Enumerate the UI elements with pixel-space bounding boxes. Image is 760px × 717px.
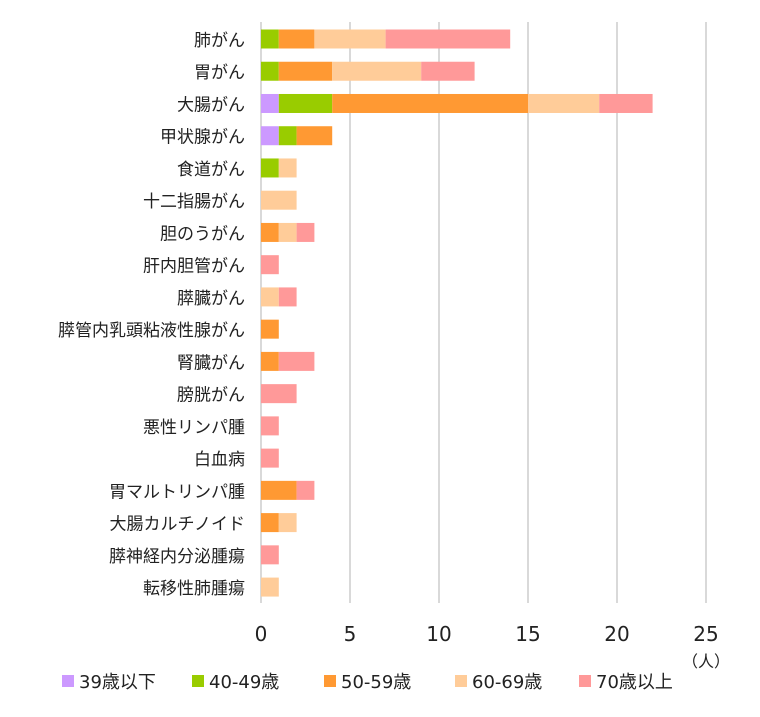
bars [261,29,653,597]
gridlines [260,22,707,603]
bar-segment [278,287,297,307]
category-label: 膵神経内分泌腫瘍 [109,547,245,567]
bar-segment [332,93,528,113]
category-label: 膵管内乳頭粘液性腺がん [58,321,245,341]
bar-segment [296,480,315,500]
category-label: 膵臓がん [177,289,245,309]
bar-segment [261,222,279,242]
category-label: 腎臓がん [177,353,245,373]
x-tick-label: 15 [515,622,540,646]
legend-swatch [192,675,204,687]
bar-segment [261,513,279,533]
bar-segment [261,545,279,565]
bar-segment [261,126,279,146]
category-label: 胃がん [194,63,245,83]
category-label: 甲状腺がん [160,128,245,148]
category-label: 悪性リンパ腫 [143,418,245,438]
bar-segment [261,255,279,275]
category-label: 膀胱がん [177,386,245,406]
legend-label: 39歳以下 [79,672,156,693]
bar-segment [278,158,297,178]
bar-segment [261,319,279,339]
bar-segment [314,29,386,49]
bar-segment [261,351,279,371]
category-label: 白血病 [194,450,245,470]
legend: 39歳以下 40-49歳 50-59歳 60-69歳 70歳以上 [62,672,673,693]
category-label: 大腸カルチノイド [110,515,246,535]
x-tick-label: 10 [426,622,451,646]
bar-segment [332,61,422,81]
bar-segment [261,480,297,500]
legend-swatch [62,675,74,687]
category-label: 大腸がん [177,95,245,115]
bar-segment [278,93,333,113]
bar-segment [278,126,297,146]
bar-segment [599,93,653,113]
x-tick-label: 0 [255,622,268,646]
bar-segment [261,29,279,49]
bar-segment [385,29,511,49]
legend-swatch [324,675,336,687]
bar-segment [261,287,279,307]
bar-segment [278,513,297,533]
legend-label: 40-49歳 [209,672,279,693]
x-tick-label: 25 [693,622,718,646]
category-label: 十二指腸がん [143,192,245,212]
bar-segment [261,158,279,178]
category-label: 肝内胆管がん [143,257,245,277]
bar-segment [278,222,297,242]
legend-label: 70歳以上 [596,672,673,693]
bar-segment [261,416,279,436]
x-tick-label: 20 [604,622,629,646]
category-labels: 肺がん胃がん大腸がん甲状腺がん食道がん十二指腸がん胆のうがん肝内胆管がん膵臓がん… [58,31,245,599]
bar-segment [261,190,297,210]
bar-segment [278,29,315,49]
bar-segment [296,126,333,146]
bar-segment [261,577,279,597]
bar-segment [528,93,600,113]
legend-label: 50-59歳 [341,672,411,693]
bar-segment [421,61,475,81]
x-tick-labels: 0 5 10 15 20 25 [255,622,719,646]
legend-swatch [579,675,591,687]
bar-segment [261,61,279,81]
bar-segment [278,61,333,81]
legend-swatch [455,675,467,687]
bar-segment [261,93,279,113]
legend-label: 60-69歳 [472,672,542,693]
category-label: 転移性肺腫瘍 [143,579,245,599]
category-label: 胆のうがん [160,224,245,244]
bar-segment [261,448,279,468]
bar-segment [261,384,297,404]
category-label: 食道がん [177,160,245,180]
bar-segment [278,351,315,371]
bar-segment [296,222,315,242]
x-tick-label: 5 [344,622,357,646]
category-label: 胃マルトリンパ腫 [109,482,245,502]
unit-label: （人） [682,652,730,671]
category-label: 肺がん [194,31,245,51]
